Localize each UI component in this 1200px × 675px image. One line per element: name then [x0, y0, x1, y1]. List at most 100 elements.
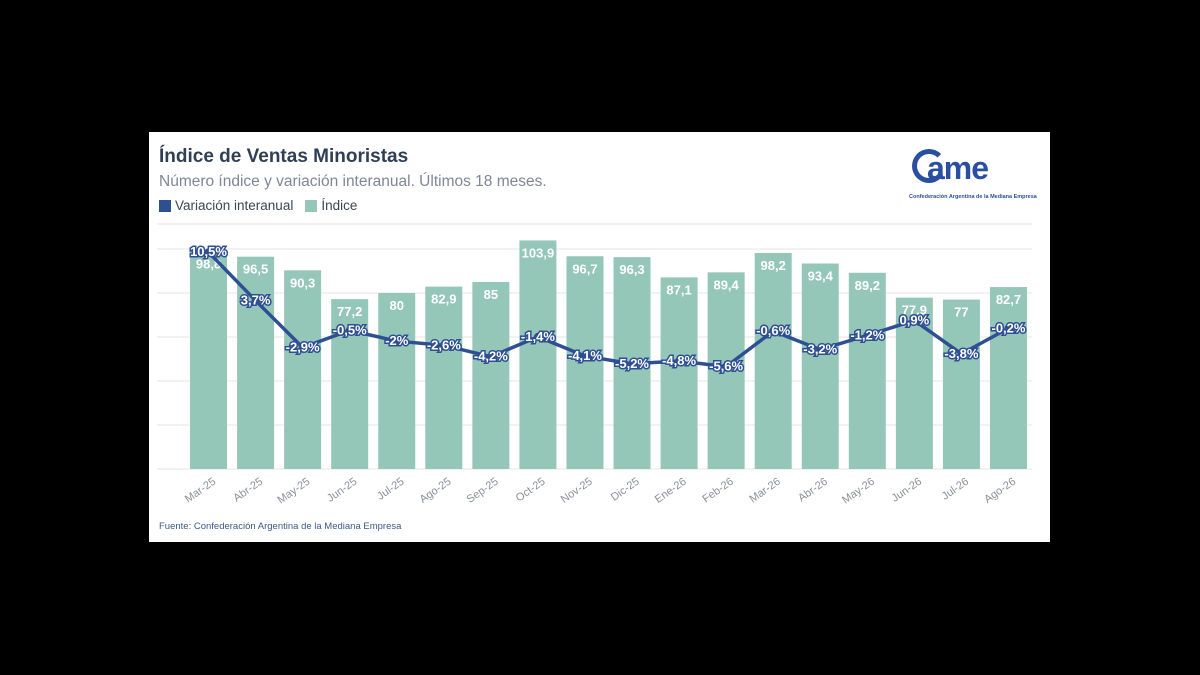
- line-data-label: -0,2%: [991, 320, 1025, 335]
- bar-data-label: 89,4: [713, 277, 739, 292]
- bar-data-label: 96,7: [572, 261, 597, 276]
- line-data-label: -2,9%: [286, 339, 320, 354]
- line-point: [816, 345, 825, 354]
- line-point: [863, 331, 872, 340]
- chart-title: Índice de Ventas Minoristas: [159, 146, 409, 167]
- x-tick-label: Jun-25: [325, 476, 359, 505]
- logo-c-ring-icon: [912, 149, 946, 183]
- chart-card: Índice de Ventas Minoristas Número índic…: [149, 132, 1050, 542]
- x-tick-label: Oct-25: [514, 476, 548, 505]
- bar: [190, 251, 228, 469]
- bar: [378, 293, 416, 469]
- bar: [284, 270, 322, 469]
- x-tick-label: May-26: [840, 476, 877, 507]
- line-data-label: -4,8%: [662, 353, 696, 368]
- chart-source: Fuente: Confederación Argentina de la Me…: [159, 521, 402, 532]
- logo-wordmark: ame: [927, 150, 989, 186]
- x-tick-label: Abr-26: [796, 476, 830, 505]
- chart-subtitle: Número índice y variación interanual. Úl…: [159, 173, 547, 190]
- came-logo: ame Confederación Argentina de la Median…: [909, 146, 1039, 208]
- line-data-label: -2%: [385, 333, 409, 348]
- chart-legend: Variación interanual Índice: [159, 198, 369, 213]
- line-data-label: -0,6%: [756, 323, 790, 338]
- x-tick-label: Dic-25: [609, 476, 642, 504]
- bar-data-label: 77,9: [902, 303, 927, 318]
- x-tick-label: Nov-25: [559, 476, 595, 506]
- line-data-label: -3,2%: [803, 342, 837, 357]
- x-tick-label: Ene-26: [653, 476, 689, 506]
- line-point: [251, 296, 260, 305]
- line-data-label: -2,6%: [427, 337, 461, 352]
- x-tick-label: Jul-26: [940, 476, 971, 503]
- line-point: [439, 341, 448, 350]
- line-data-label: -0,5%: [333, 322, 367, 337]
- bar-data-label: 77,2: [337, 304, 362, 319]
- line-point: [722, 362, 731, 371]
- line-data-label: -3,8%: [944, 346, 978, 361]
- bar-data-label: 82,7: [996, 292, 1021, 307]
- line-point: [910, 316, 919, 325]
- bar-data-label: 87,1: [666, 282, 691, 297]
- bar: [801, 263, 839, 469]
- line-point: [345, 326, 354, 335]
- line-point: [486, 352, 495, 361]
- bar-data-label: 85: [484, 287, 498, 302]
- line-point: [298, 343, 307, 352]
- bar-data-label: 80: [390, 298, 404, 313]
- x-tick-label: May-25: [275, 476, 312, 507]
- line-data-label: -4,2%: [474, 349, 508, 364]
- legend-swatch-bar: [305, 199, 318, 212]
- x-tick-label: Abr-25: [231, 476, 265, 505]
- bar: [660, 277, 698, 469]
- bar-data-label: 77: [954, 305, 968, 320]
- bar-data-label: 82,9: [431, 292, 456, 307]
- bar: [707, 272, 745, 469]
- x-tick-label: Sep-25: [465, 476, 501, 506]
- bar: [566, 256, 604, 469]
- bar: [942, 299, 980, 469]
- bar: [848, 272, 886, 469]
- legend-label-bar: Índice: [321, 198, 358, 213]
- line-data-label: -5,2%: [615, 356, 649, 371]
- line-data-label: -1,4%: [521, 329, 555, 344]
- legend-label-line: Variación interanual: [175, 198, 294, 213]
- bar-data-label: 98,2: [761, 258, 786, 273]
- bar: [472, 282, 510, 469]
- line-point: [675, 356, 684, 365]
- x-tick-label: Ago-25: [418, 476, 454, 506]
- line-point: [1004, 324, 1013, 333]
- x-tick-label: Mar-25: [183, 476, 218, 506]
- bar: [425, 286, 463, 469]
- line-point: [533, 332, 542, 341]
- line-point: [957, 349, 966, 358]
- legend-item-bar: Índice: [305, 198, 357, 213]
- bar: [989, 287, 1027, 469]
- bar-data-label: 90,3: [290, 275, 315, 290]
- line-point: [628, 359, 637, 368]
- x-tick-label: Mar-26: [747, 476, 782, 506]
- bar-data-label: 103,9: [522, 245, 555, 260]
- bar: [237, 256, 275, 469]
- x-tick-label: Jul-25: [375, 476, 406, 503]
- bar-data-label: 93,4: [808, 269, 834, 284]
- x-tick-label: Ago-26: [982, 476, 1018, 506]
- bar: [754, 252, 792, 469]
- line-data-label: -4,1%: [568, 348, 602, 363]
- line-point: [392, 337, 401, 346]
- line-data-label: -1,2%: [850, 327, 884, 342]
- line-data-label: 0,9%: [900, 312, 930, 327]
- line-point: [580, 351, 589, 360]
- x-tick-label: Feb-26: [700, 476, 735, 506]
- logo-tagline: Confederación Argentina de la Mediana Em…: [909, 194, 1037, 200]
- line-point: [769, 327, 778, 336]
- line-data-label: 10,5%: [190, 244, 227, 259]
- legend-item-line: Variación interanual: [159, 198, 293, 213]
- line-data-label: 3,7%: [241, 293, 271, 308]
- x-tick-label: Jun-26: [890, 476, 924, 505]
- bar-data-label: 89,2: [855, 278, 880, 293]
- line-data-label: -5,6%: [709, 359, 743, 374]
- bar: [519, 240, 557, 469]
- series-line-variacion: [207, 250, 1010, 369]
- legend-swatch-line: [159, 199, 171, 212]
